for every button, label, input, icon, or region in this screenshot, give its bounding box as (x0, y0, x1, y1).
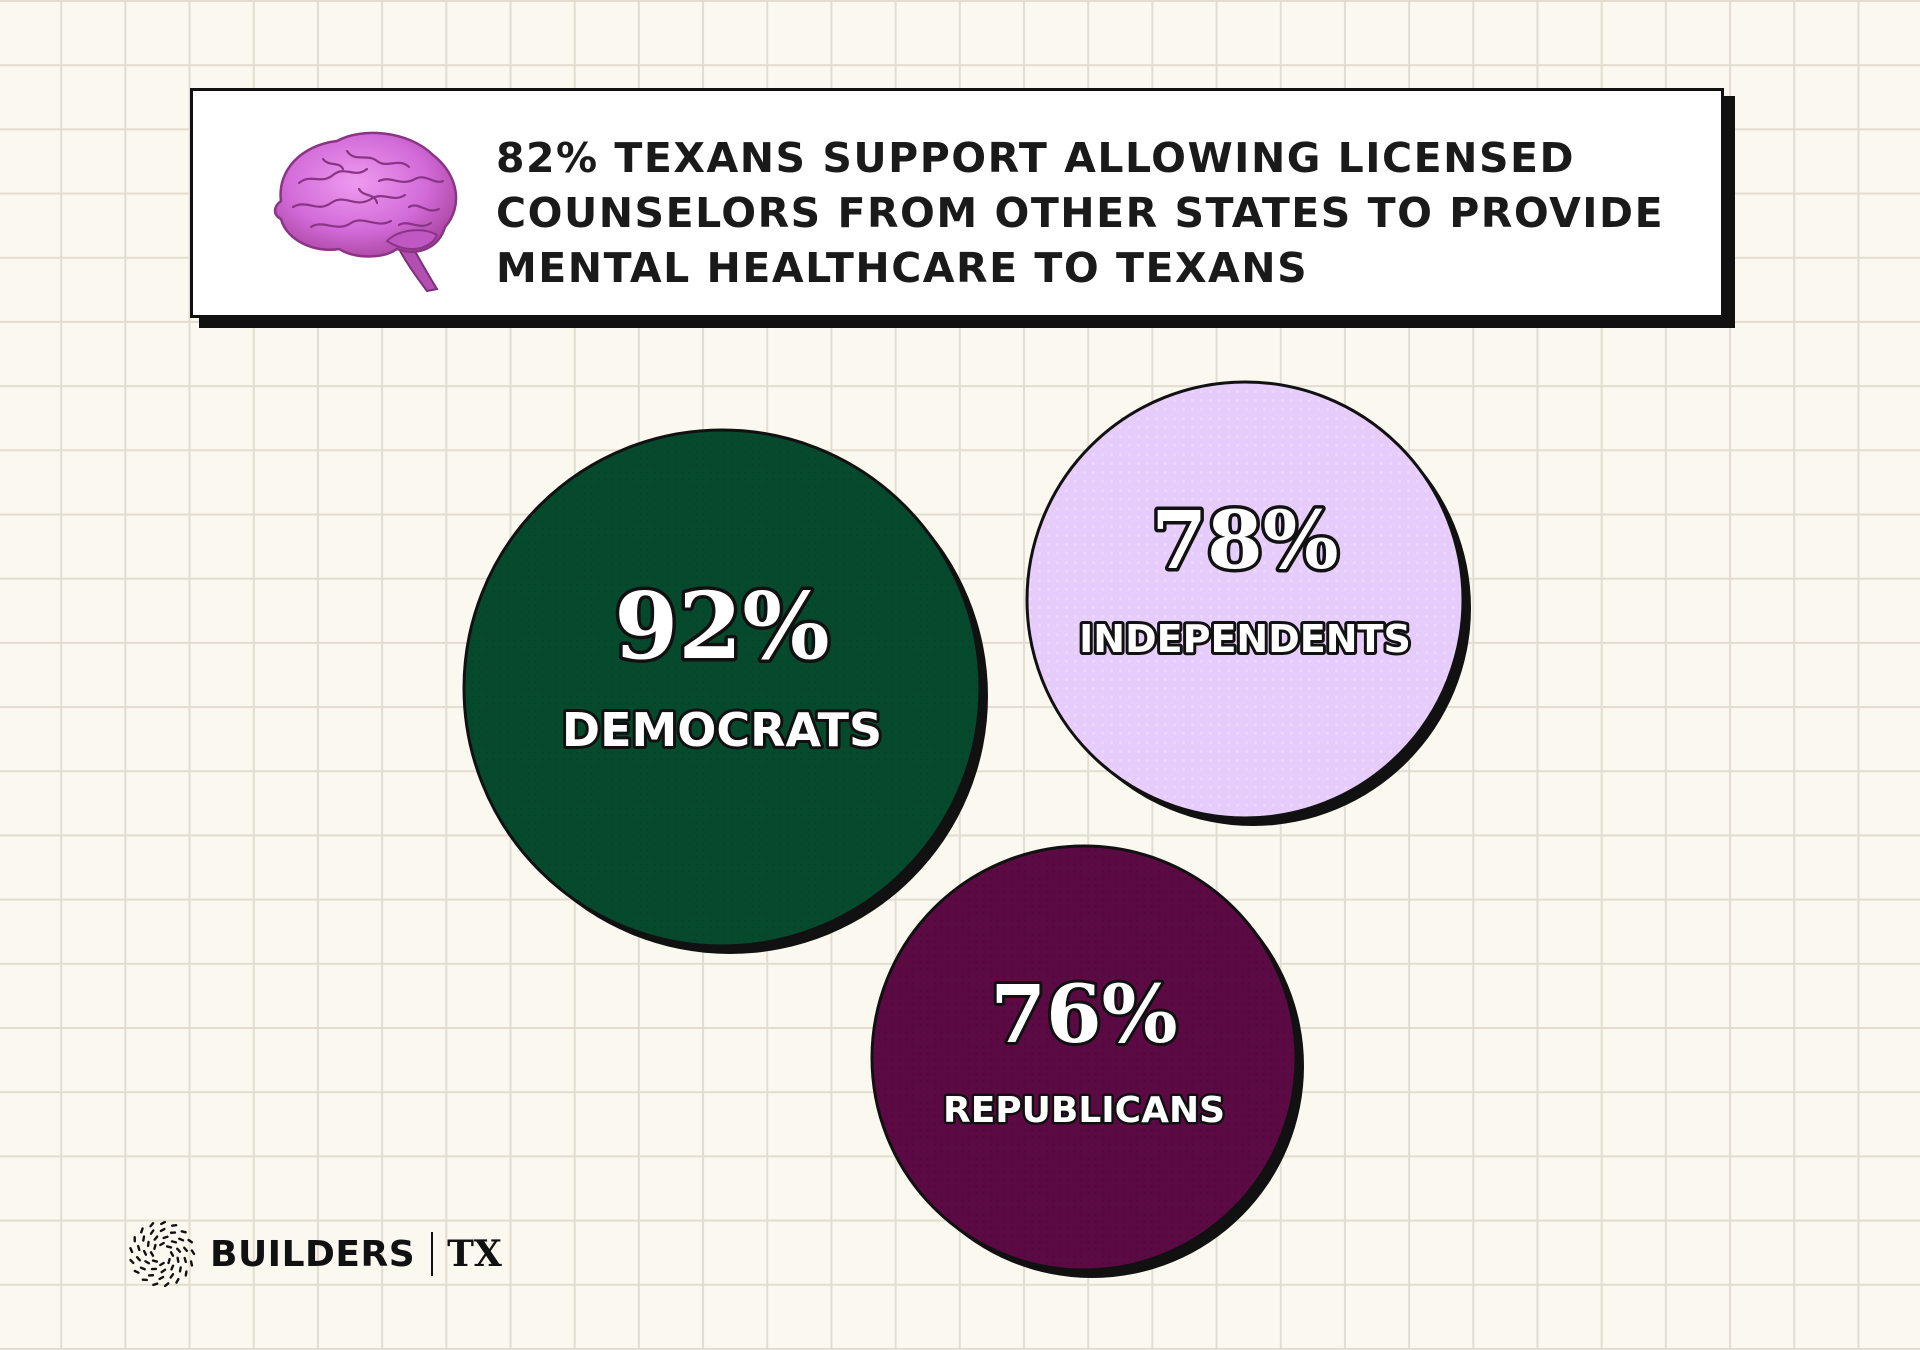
page-title: 82% TEXANS SUPPORT ALLOWING LICENSED COU… (496, 134, 1665, 292)
bubble-texture-independents (1029, 384, 1461, 816)
bubble-value-independents: 78% (1151, 493, 1338, 587)
bubble-independents: 78% INDEPENDENTS (1025, 380, 1471, 826)
bubble-texture-democrats (466, 432, 978, 944)
brain-icon (273, 131, 458, 293)
bubble-value-democrats: 92% (614, 572, 829, 680)
logo-divider (431, 1232, 434, 1276)
bubble-label-democrats: DEMOCRATS (562, 703, 882, 757)
logo-region: TX (447, 1233, 502, 1275)
bubble-texture-republicans (874, 848, 1294, 1268)
title-box: 82% TEXANS SUPPORT ALLOWING LICENSED COU… (190, 88, 1724, 318)
builders-logo-icon (129, 1220, 196, 1288)
bubble-republicans: 76% REPUBLICANS (870, 844, 1304, 1278)
bubble-label-independents: INDEPENDENTS (1079, 617, 1411, 661)
bubble-label-republicans: REPUBLICANS (943, 1090, 1225, 1131)
bubble-democrats: 92% DEMOCRATS (462, 428, 988, 954)
bubble-value-republicans: 76% (990, 967, 1177, 1061)
logo-wordmark: BUILDERS (210, 1233, 416, 1275)
builders-tx-logo: BUILDERS TX (128, 1220, 502, 1288)
